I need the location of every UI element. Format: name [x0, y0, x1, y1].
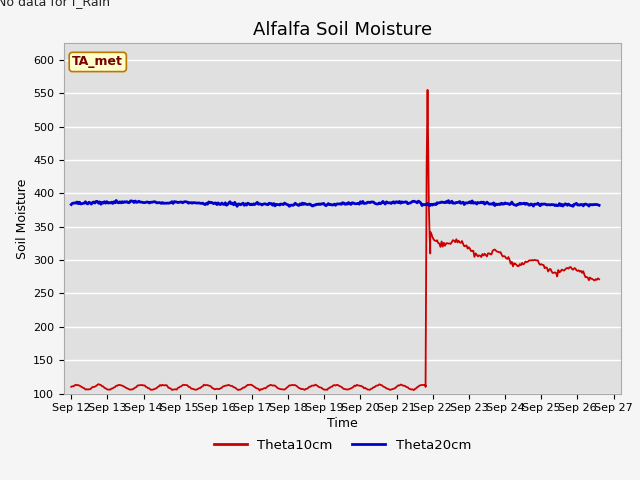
Title: Alfalfa Soil Moisture: Alfalfa Soil Moisture	[253, 21, 432, 39]
Y-axis label: Soil Moisture: Soil Moisture	[16, 178, 29, 259]
X-axis label: Time: Time	[327, 418, 358, 431]
Text: No data for f_Rain: No data for f_Rain	[0, 0, 110, 8]
Text: TA_met: TA_met	[72, 56, 124, 69]
Legend: Theta10cm, Theta20cm: Theta10cm, Theta20cm	[208, 433, 477, 457]
